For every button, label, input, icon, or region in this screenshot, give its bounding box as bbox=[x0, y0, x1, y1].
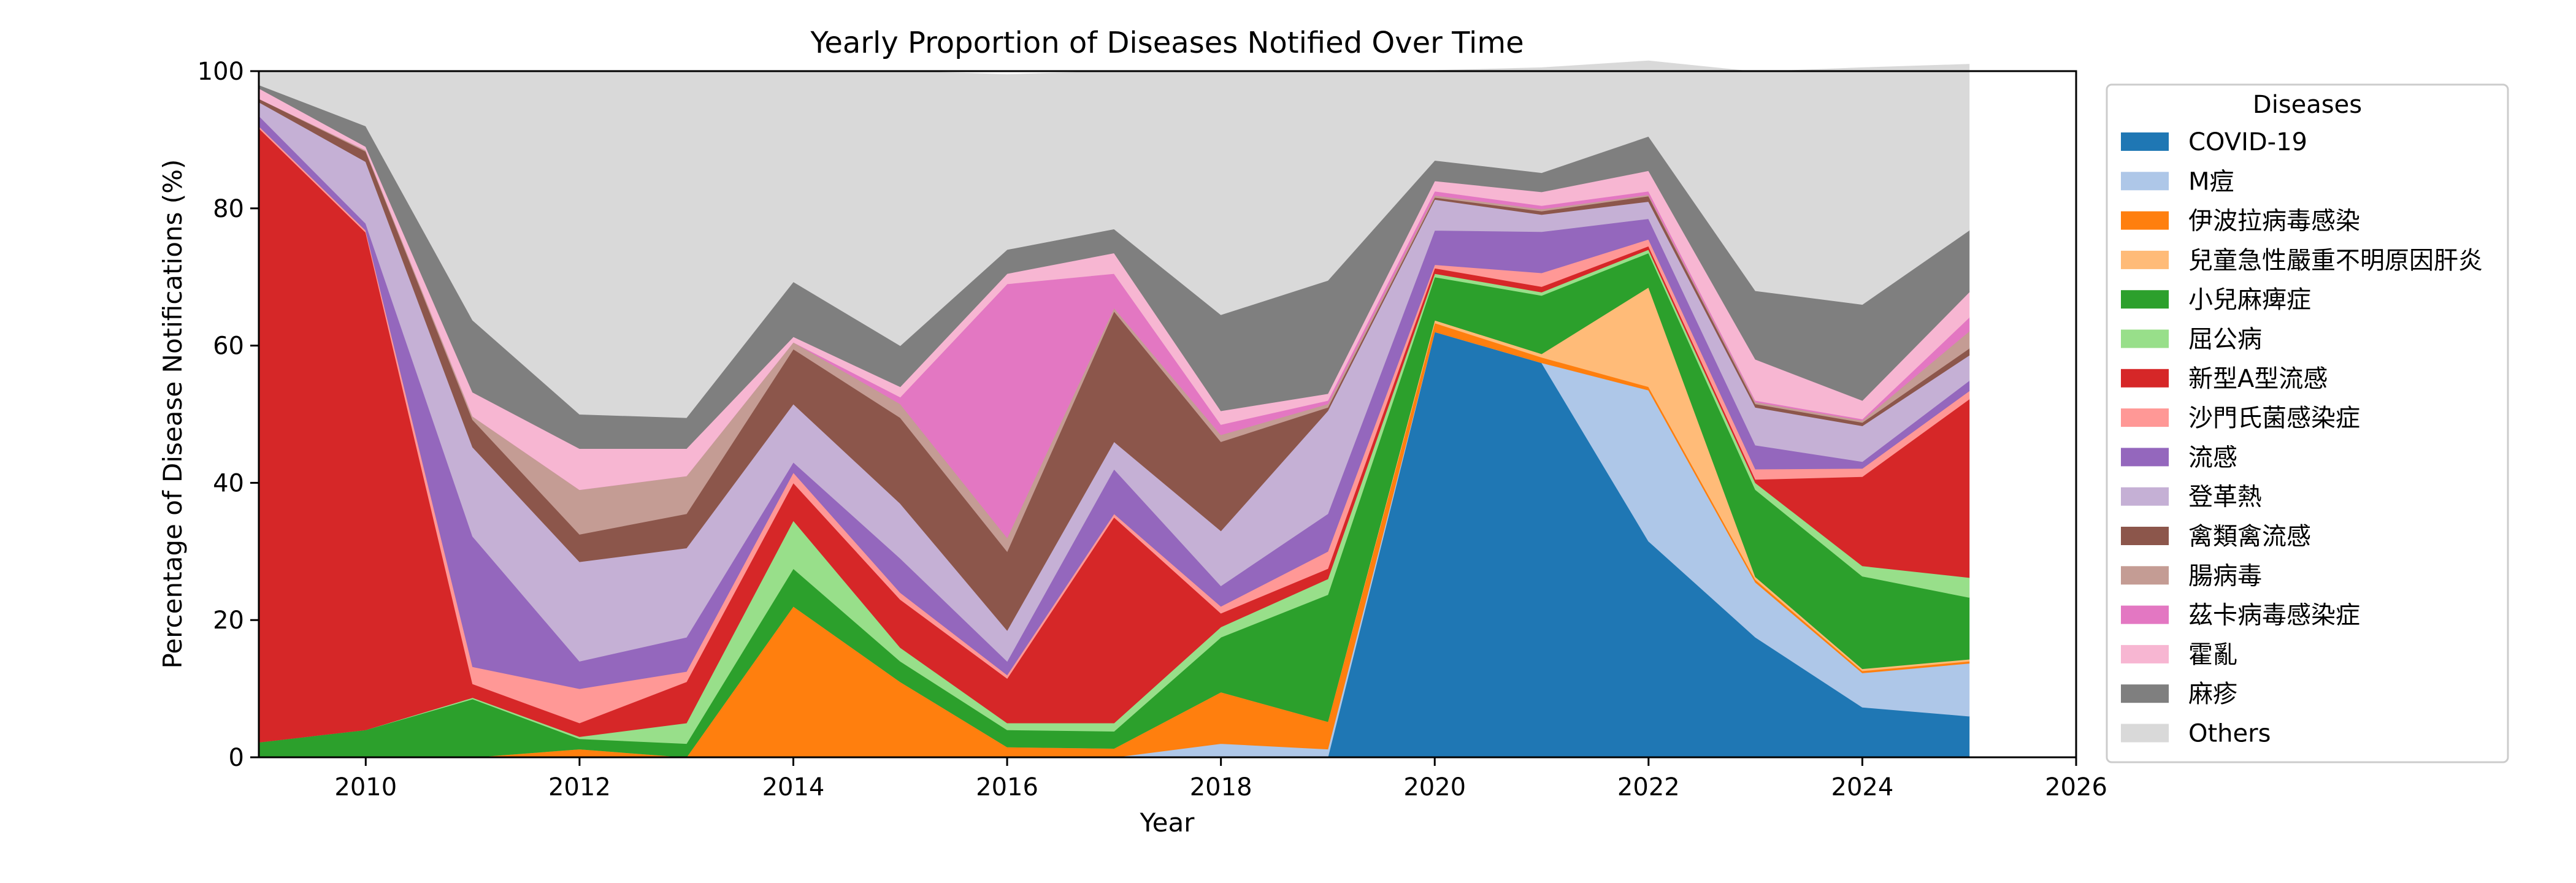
x-tick-label: 2022 bbox=[1617, 773, 1680, 801]
y-tick-label: 60 bbox=[213, 332, 244, 361]
legend-label: 伊波拉病毒感染 bbox=[2188, 207, 2360, 235]
x-tick-label: 2014 bbox=[762, 773, 825, 801]
legend-label: M痘 bbox=[2188, 167, 2234, 196]
legend-label: 兒童急性嚴重不明原因肝炎 bbox=[2188, 247, 2483, 275]
x-tick-label: 2010 bbox=[334, 773, 397, 801]
x-tick-label: 2018 bbox=[1190, 773, 1252, 801]
legend-swatch bbox=[2121, 369, 2169, 388]
legend-swatch bbox=[2121, 527, 2169, 545]
x-axis: 2010 2012 2014 2016 2018 2020 2022 2024 2026 bbox=[334, 757, 2107, 801]
legend-label: COVID-19 bbox=[2188, 128, 2307, 156]
legend-label: 屈公病 bbox=[2188, 326, 2262, 354]
legend-label: 流感 bbox=[2188, 443, 2237, 472]
y-tick-label: 100 bbox=[197, 58, 244, 86]
legend-swatch bbox=[2121, 250, 2169, 269]
legend-swatch bbox=[2121, 644, 2169, 663]
x-axis-label: Year bbox=[1140, 808, 1195, 838]
legend-label: Others bbox=[2188, 720, 2271, 748]
y-tick-label: 40 bbox=[213, 469, 244, 497]
legend-label: 小兒麻痺症 bbox=[2188, 286, 2311, 314]
legend-frame bbox=[2106, 83, 2509, 763]
y-axis-label: Percentage of Disease Notifications (%) bbox=[158, 159, 188, 669]
x-tick-label: 2016 bbox=[976, 773, 1038, 801]
legend-swatch bbox=[2121, 566, 2169, 585]
legend-label: 新型A型流感 bbox=[2188, 365, 2328, 393]
legend-label: 茲卡病毒感染症 bbox=[2188, 602, 2360, 630]
x-tick-label: 2012 bbox=[548, 773, 611, 801]
legend-swatch bbox=[2121, 684, 2169, 703]
x-tick-label: 2024 bbox=[1831, 773, 1894, 801]
plot-area bbox=[258, 60, 1970, 758]
y-tick-label: 80 bbox=[213, 195, 244, 223]
legend-title: Diseases bbox=[2253, 91, 2362, 119]
y-tick-label: 0 bbox=[229, 744, 244, 772]
legend-swatch bbox=[2121, 290, 2169, 309]
legend-label: 沙門氏菌感染症 bbox=[2188, 404, 2360, 432]
legend-swatch bbox=[2121, 605, 2169, 624]
legend-swatch bbox=[2121, 211, 2169, 230]
legend-label: 腸病毒 bbox=[2188, 562, 2262, 590]
legend-label: 麻疹 bbox=[2188, 680, 2237, 708]
legend-swatch bbox=[2121, 448, 2169, 467]
x-tick-label: 2026 bbox=[2045, 773, 2107, 801]
x-tick-label: 2020 bbox=[1403, 773, 1466, 801]
legend-label: 霍亂 bbox=[2188, 641, 2237, 669]
legend-swatch bbox=[2121, 724, 2169, 743]
legend: Diseases COVID-19 M痘伊波拉病毒感染兒童急性嚴重不明原因肝炎小兒… bbox=[2106, 83, 2509, 763]
legend-swatch bbox=[2121, 408, 2169, 427]
legend-swatch bbox=[2121, 487, 2169, 506]
legend-label: 登革熱 bbox=[2188, 483, 2262, 511]
chart-title: Yearly Proportion of Diseases Notified O… bbox=[810, 26, 1524, 60]
y-axis: 0 20 40 60 80 100 bbox=[197, 58, 259, 772]
y-tick-label: 20 bbox=[213, 606, 244, 635]
plot-frame bbox=[258, 70, 2077, 759]
legend-swatch bbox=[2121, 132, 2169, 151]
legend-label: 禽類禽流感 bbox=[2188, 522, 2311, 551]
legend-swatch bbox=[2121, 172, 2169, 191]
legend-swatch bbox=[2121, 329, 2169, 348]
